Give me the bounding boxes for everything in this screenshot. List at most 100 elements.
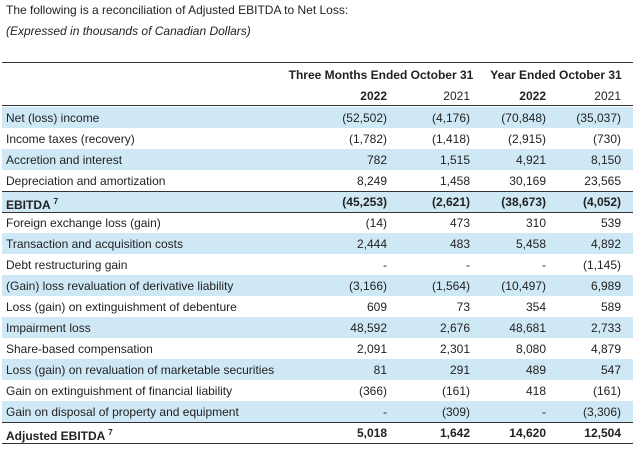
label-text: Loss (gain) on extinguishment of debentu… xyxy=(6,300,237,314)
cell-value: (2,621) xyxy=(431,195,470,209)
cell-value: 354 xyxy=(525,300,546,314)
cell-value: (45,253) xyxy=(342,195,387,209)
cell-value: (3,166) xyxy=(348,279,387,293)
cell-value: 547 xyxy=(600,363,621,377)
row-label: Income taxes (recovery) xyxy=(6,132,135,146)
year-header: 2022 xyxy=(519,89,546,103)
cell-value: 5,018 xyxy=(356,426,387,440)
row-label: (Gain) loss revaluation of derivative li… xyxy=(6,279,233,293)
cell-value: 30,169 xyxy=(509,174,546,188)
cell-value: 291 xyxy=(449,363,470,377)
cell-value: 2,091 xyxy=(356,342,387,356)
cell-value: 2,301 xyxy=(439,342,470,356)
cell-value: 589 xyxy=(600,300,621,314)
cell-value: (70,848) xyxy=(501,111,546,125)
year-header: 2022 xyxy=(360,89,387,103)
cell-value: 4,892 xyxy=(590,237,621,251)
cell-value: (14) xyxy=(365,216,387,230)
row-label: Depreciation and amortization xyxy=(6,174,165,188)
cell-value: 782 xyxy=(366,153,387,167)
cell-value: 2,733 xyxy=(590,321,621,335)
label-text: Depreciation and amortization xyxy=(6,174,166,188)
header-rule xyxy=(2,105,633,106)
label-text: Income taxes (recovery) xyxy=(6,132,135,146)
row xyxy=(2,233,633,254)
row-label: Gain on extinguishment of financial liab… xyxy=(6,384,232,398)
label-text: EBITDA xyxy=(6,198,51,212)
cell-value: 8,150 xyxy=(590,153,621,167)
cell-value: 8,080 xyxy=(515,342,546,356)
cell-value: 4,921 xyxy=(515,153,546,167)
cell-value: (161) xyxy=(441,384,470,398)
cell-value: 48,592 xyxy=(350,321,387,335)
footnote-ref: 7 xyxy=(53,197,59,206)
cell-value: (35,037) xyxy=(576,111,621,125)
cell-value: 2,444 xyxy=(356,237,387,251)
cell-value: - xyxy=(383,405,387,419)
cell-value: (2,915) xyxy=(507,132,546,146)
cell-value: 8,249 xyxy=(356,174,387,188)
row-label: Gain on disposal of property and equipme… xyxy=(6,405,239,419)
row xyxy=(2,401,633,422)
cell-value: 609 xyxy=(366,300,387,314)
row xyxy=(2,149,633,170)
cell-value: (1,145) xyxy=(582,258,621,272)
row-label: Share-based compensation xyxy=(6,342,153,356)
row-label: Foreign exchange loss (gain) xyxy=(6,216,161,230)
row-label: Debt restructuring gain xyxy=(6,258,127,272)
row-label: Net (loss) income xyxy=(6,111,99,125)
intro: The following is a reconciliation of Adj… xyxy=(6,3,349,17)
cell-value: (10,497) xyxy=(501,279,546,293)
row-rule xyxy=(2,443,633,444)
label-text: (Gain) loss revaluation of derivative li… xyxy=(6,279,234,293)
cell-value: (1,418) xyxy=(431,132,470,146)
cell-value: (730) xyxy=(592,132,621,146)
cell-value: 1,458 xyxy=(439,174,470,188)
label-text: Adjusted EBITDA xyxy=(6,429,105,443)
year-header: 2021 xyxy=(443,89,470,103)
label-text: Debt restructuring gain xyxy=(6,258,128,272)
cell-value: (161) xyxy=(592,384,621,398)
row xyxy=(2,359,633,380)
cell-value: 1,515 xyxy=(439,153,470,167)
cell-value: (38,673) xyxy=(501,195,546,209)
cell-value: (52,502) xyxy=(342,111,387,125)
cell-value: 73 xyxy=(456,300,470,314)
cell-value: - xyxy=(542,258,546,272)
footnote-ref: 7 xyxy=(108,428,113,437)
row-label: Loss (gain) on extinguishment of debentu… xyxy=(6,300,237,314)
cell-value: (4,176) xyxy=(431,111,470,125)
cell-value: (1,564) xyxy=(431,279,470,293)
cell-value: 12,504 xyxy=(584,426,621,440)
row xyxy=(2,317,633,338)
label-text: Transaction and acquisition costs xyxy=(6,237,183,251)
cell-value: 48,681 xyxy=(509,321,546,335)
cell-value: (366) xyxy=(358,384,387,398)
table-top-rule xyxy=(2,62,633,63)
row-label: Loss (gain) on revaluation of marketable… xyxy=(6,363,274,377)
cell-value: 539 xyxy=(600,216,621,230)
year-header: 2021 xyxy=(594,89,621,103)
cell-value: 483 xyxy=(449,237,470,251)
cell-value: - xyxy=(383,258,387,272)
cell-value: 23,565 xyxy=(584,174,621,188)
row-rule xyxy=(2,212,633,213)
label-text: Share-based compensation xyxy=(6,342,153,356)
cell-value: (1,782) xyxy=(348,132,387,146)
row-label: Transaction and acquisition costs xyxy=(6,237,183,251)
cell-value: (309) xyxy=(441,405,470,419)
row-rule xyxy=(2,422,633,423)
units-note: (Expressed in thousands of Canadian Doll… xyxy=(6,24,251,38)
row-label: Accretion and interest xyxy=(6,153,122,167)
period-header: Year Ended October 31 xyxy=(490,68,622,82)
cell-value: 473 xyxy=(449,216,470,230)
cell-value: (3,306) xyxy=(582,405,621,419)
row xyxy=(2,275,633,296)
cell-value: 489 xyxy=(525,363,546,377)
cell-value: 4,879 xyxy=(590,342,621,356)
row xyxy=(2,191,633,212)
cell-value: 6,989 xyxy=(590,279,621,293)
cell-value: 310 xyxy=(525,216,546,230)
row-label: Adjusted EBITDA 7 xyxy=(6,426,113,443)
